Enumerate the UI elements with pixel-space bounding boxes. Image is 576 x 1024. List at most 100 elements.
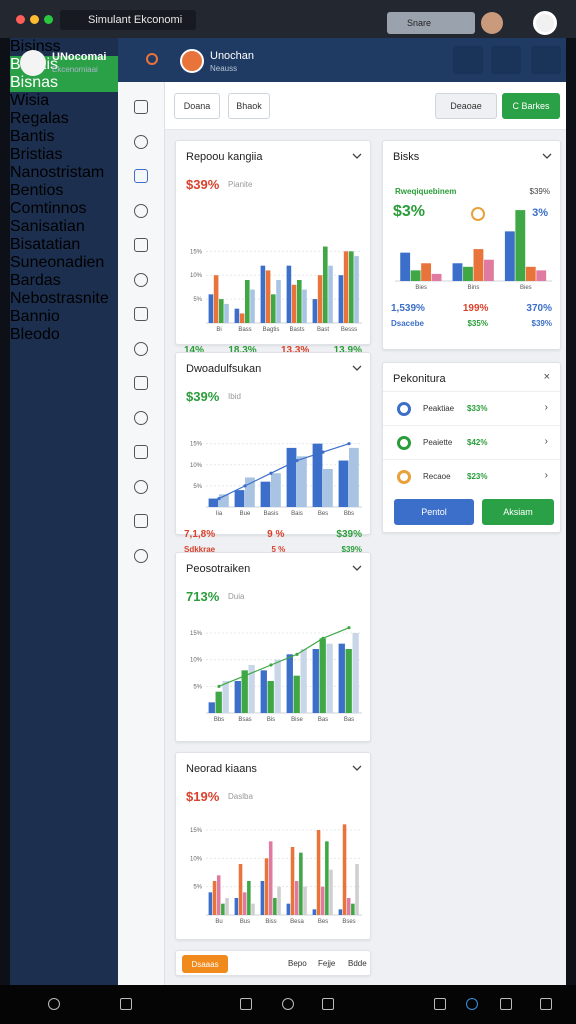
nav-item[interactable]: Bisnas bbox=[10, 74, 118, 92]
nav-button[interactable] bbox=[322, 998, 334, 1010]
nav-button[interactable] bbox=[48, 998, 60, 1010]
bar bbox=[473, 249, 484, 281]
header-button[interactable] bbox=[453, 46, 483, 74]
card-note: Rweqiquebinem bbox=[395, 187, 457, 196]
stat: $35% bbox=[467, 319, 488, 328]
list-row[interactable]: Peaiette $42% › bbox=[383, 425, 560, 459]
nav-button[interactable] bbox=[282, 998, 294, 1010]
tool-icon[interactable] bbox=[134, 548, 148, 563]
pager-item[interactable]: Bepo bbox=[288, 959, 307, 968]
user-avatar bbox=[180, 49, 204, 73]
tool-icon[interactable] bbox=[134, 410, 148, 425]
nav-item[interactable]: Wisia bbox=[10, 92, 50, 109]
avatar[interactable] bbox=[481, 12, 503, 34]
toolbar-button[interactable]: Doana bbox=[174, 93, 220, 119]
bar bbox=[224, 303, 229, 323]
tool-icon[interactable] bbox=[134, 100, 148, 114]
tool-icon[interactable] bbox=[134, 238, 148, 252]
user-sub: Neauss bbox=[210, 64, 238, 73]
x-tick-label: Bi bbox=[216, 327, 221, 333]
nav-button[interactable] bbox=[500, 998, 512, 1010]
tool-icon[interactable] bbox=[134, 134, 148, 149]
list-value: $23% bbox=[467, 472, 488, 481]
profile-avatar[interactable] bbox=[533, 11, 557, 35]
nav-item[interactable]: Bantis bbox=[10, 128, 55, 145]
y-tick-label: 10% bbox=[190, 463, 203, 469]
nav-item[interactable]: Bentios bbox=[10, 182, 64, 199]
nav-item[interactable]: Nebostrasnite bbox=[10, 290, 109, 307]
tool-icon[interactable] bbox=[134, 445, 148, 459]
tool-icon[interactable] bbox=[134, 203, 148, 218]
list-row[interactable]: Recaoe $23% › bbox=[383, 459, 560, 493]
nav-button[interactable] bbox=[120, 998, 132, 1010]
pager-primary[interactable]: Dsaaas bbox=[182, 955, 228, 973]
tool-icon[interactable] bbox=[134, 479, 148, 494]
search-box[interactable]: Snare bbox=[387, 12, 475, 34]
caret[interactable] bbox=[352, 765, 362, 773]
card-title: Repoou kangiia bbox=[186, 151, 263, 163]
x-tick-label: Bas bbox=[344, 717, 354, 723]
bottom-bar bbox=[0, 985, 576, 1024]
tool-icon[interactable] bbox=[134, 169, 148, 183]
nav-item[interactable]: Suneonadien bbox=[10, 254, 105, 271]
caret[interactable] bbox=[352, 565, 362, 573]
nav-button[interactable] bbox=[240, 998, 252, 1010]
kpi: $39% bbox=[186, 177, 220, 192]
y-tick-label: 5% bbox=[193, 297, 202, 303]
header-button[interactable] bbox=[491, 46, 521, 74]
header-button[interactable] bbox=[531, 46, 561, 74]
tool-icon[interactable] bbox=[134, 307, 148, 321]
nav-button[interactable] bbox=[540, 998, 552, 1010]
tool-icon[interactable] bbox=[134, 272, 148, 287]
nav-item[interactable]: Sanisatian bbox=[10, 218, 85, 235]
chevron: › bbox=[544, 402, 548, 413]
nav-item[interactable]: Bannio bbox=[10, 308, 60, 325]
bar bbox=[312, 909, 317, 915]
tool-icon[interactable] bbox=[134, 514, 148, 528]
bar bbox=[431, 273, 442, 281]
close-icon[interactable]: × bbox=[543, 371, 550, 383]
nav-button[interactable] bbox=[466, 998, 478, 1010]
nav-item[interactable]: Bardas bbox=[10, 272, 61, 289]
chart: 15% 10% 5% Bi Bass Bagtis Basts Bast Besss bbox=[190, 246, 362, 333]
nav-item[interactable]: Bristias bbox=[10, 146, 63, 163]
caret[interactable] bbox=[352, 153, 362, 161]
nav-item[interactable]: Bisinss bbox=[10, 38, 61, 55]
trend-line bbox=[218, 627, 350, 687]
pager-item[interactable]: Bdde bbox=[348, 959, 367, 968]
bar bbox=[264, 858, 269, 915]
caret[interactable] bbox=[542, 153, 552, 161]
caret-icon bbox=[542, 153, 552, 159]
stat: $39% bbox=[336, 529, 362, 540]
bar bbox=[247, 881, 251, 915]
x-tick-label: Bbs bbox=[344, 511, 354, 517]
list-row[interactable]: Peaktiae $33% › bbox=[383, 391, 560, 425]
minimize-dot[interactable] bbox=[30, 15, 39, 24]
bar bbox=[297, 456, 307, 507]
bar bbox=[317, 275, 323, 323]
pager-item[interactable]: Fejje bbox=[318, 959, 336, 968]
action-button[interactable]: Pentol bbox=[394, 499, 474, 525]
tool-icon[interactable] bbox=[134, 376, 148, 390]
caret[interactable] bbox=[352, 365, 362, 373]
nav-button[interactable] bbox=[434, 998, 446, 1010]
x-tick-label: Bast bbox=[317, 327, 329, 333]
nav-item[interactable]: Nanostristam bbox=[10, 164, 105, 181]
bar bbox=[215, 691, 222, 713]
nav-item[interactable]: Regalas bbox=[10, 110, 69, 127]
nav-item[interactable]: Comtinnos bbox=[10, 200, 87, 217]
bar bbox=[265, 270, 271, 323]
dropdown[interactable]: Deaoae bbox=[435, 93, 497, 119]
bar bbox=[219, 299, 224, 323]
nav-item[interactable]: Bleodo bbox=[10, 326, 60, 343]
close-dot[interactable] bbox=[16, 15, 25, 24]
tool-icon[interactable] bbox=[134, 341, 148, 356]
stat: 7,1,8% bbox=[184, 529, 216, 540]
y-tick-label: 15% bbox=[190, 631, 203, 637]
header-icon[interactable] bbox=[146, 53, 158, 65]
toolbar-button[interactable]: Bhaok bbox=[228, 93, 270, 119]
action-button[interactable]: Aksiam bbox=[482, 499, 554, 525]
primary-button[interactable]: C Barkes bbox=[502, 93, 560, 119]
zoom-dot[interactable] bbox=[44, 15, 53, 24]
nav-item[interactable]: Bisatatian bbox=[10, 236, 81, 253]
